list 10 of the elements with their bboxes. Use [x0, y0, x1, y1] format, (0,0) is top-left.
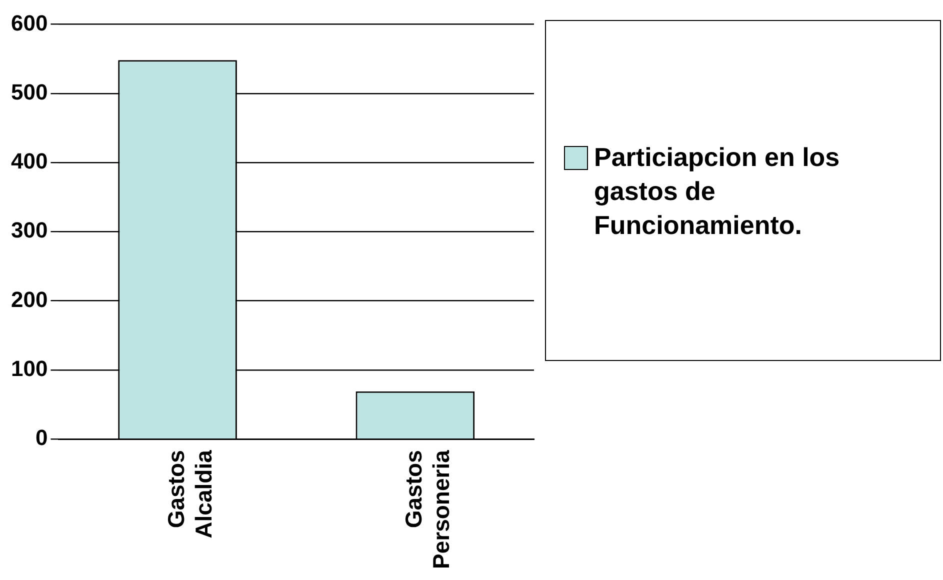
- y-tick-label: 200: [10, 286, 48, 312]
- x-tick-label: Gastos Alcaldia: [162, 450, 216, 538]
- y-tick-label: 500: [10, 79, 48, 104]
- legend-label: Particiapcion en los gastos de Funcionamiento.: [594, 140, 841, 242]
- y-tick-label: 600: [10, 10, 48, 36]
- y-tick-label: 300: [10, 218, 48, 243]
- y-tick-label: 400: [10, 148, 48, 174]
- y-tick-label: 0: [35, 425, 48, 450]
- x-tick-label: Gastos Personeria: [400, 450, 454, 570]
- y-tick-label: 100: [10, 356, 48, 382]
